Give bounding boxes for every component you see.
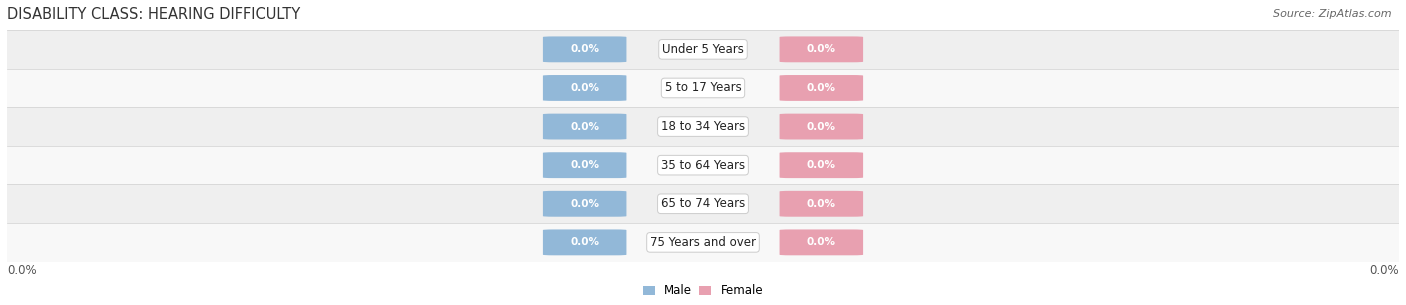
Text: 35 to 64 Years: 35 to 64 Years [661, 159, 745, 172]
FancyBboxPatch shape [779, 114, 863, 139]
Text: 75 Years and over: 75 Years and over [650, 236, 756, 249]
Bar [0, 107, 1406, 146]
Legend: Male, Female: Male, Female [643, 285, 763, 297]
Text: 0.0%: 0.0% [571, 83, 599, 93]
Bar [0, 30, 1406, 69]
FancyBboxPatch shape [543, 75, 627, 101]
Text: 0.0%: 0.0% [571, 122, 599, 131]
Text: 0.0%: 0.0% [807, 160, 835, 170]
FancyBboxPatch shape [543, 152, 627, 178]
FancyBboxPatch shape [779, 152, 863, 178]
Text: 65 to 74 Years: 65 to 74 Years [661, 197, 745, 210]
Bar [0, 185, 1406, 223]
Text: 0.0%: 0.0% [7, 264, 37, 277]
FancyBboxPatch shape [779, 191, 863, 217]
Text: Under 5 Years: Under 5 Years [662, 43, 744, 56]
Text: 0.0%: 0.0% [807, 83, 835, 93]
Text: 0.0%: 0.0% [807, 237, 835, 247]
Text: 0.0%: 0.0% [571, 160, 599, 170]
Text: 18 to 34 Years: 18 to 34 Years [661, 120, 745, 133]
Text: 0.0%: 0.0% [571, 237, 599, 247]
FancyBboxPatch shape [779, 229, 863, 255]
FancyBboxPatch shape [543, 229, 627, 255]
Text: 0.0%: 0.0% [807, 122, 835, 131]
Text: 0.0%: 0.0% [807, 199, 835, 209]
Text: 0.0%: 0.0% [571, 199, 599, 209]
Text: DISABILITY CLASS: HEARING DIFFICULTY: DISABILITY CLASS: HEARING DIFFICULTY [7, 7, 301, 22]
Text: 0.0%: 0.0% [571, 44, 599, 54]
FancyBboxPatch shape [779, 36, 863, 62]
Bar [0, 146, 1406, 185]
Bar [0, 223, 1406, 262]
Text: 0.0%: 0.0% [1369, 264, 1399, 277]
FancyBboxPatch shape [543, 191, 627, 217]
FancyBboxPatch shape [779, 75, 863, 101]
FancyBboxPatch shape [543, 36, 627, 62]
Text: 5 to 17 Years: 5 to 17 Years [665, 81, 741, 95]
Text: 0.0%: 0.0% [807, 44, 835, 54]
Text: Source: ZipAtlas.com: Source: ZipAtlas.com [1274, 9, 1392, 19]
FancyBboxPatch shape [543, 114, 627, 139]
Bar [0, 69, 1406, 107]
